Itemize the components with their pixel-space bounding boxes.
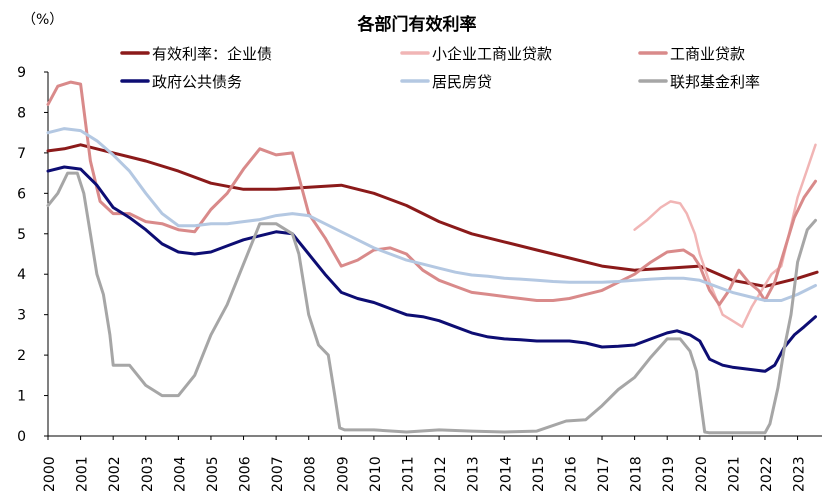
series-line-5 xyxy=(46,171,817,435)
x-tick-label: 2014 xyxy=(498,456,514,492)
legend-label: 有效利率：企业债 xyxy=(152,45,272,63)
x-tick-label: 2001 xyxy=(75,456,91,492)
series-line-4 xyxy=(46,127,817,302)
x-tick-label: 2004 xyxy=(172,456,188,492)
legend-label: 政府公共债务 xyxy=(152,73,242,91)
y-tick-label: 0 xyxy=(17,429,26,445)
y-tick-label: 6 xyxy=(17,186,26,202)
x-tick-label: 2022 xyxy=(759,456,775,492)
x-tick-label: 2003 xyxy=(140,456,156,492)
chart-title: 各部门有效利率 xyxy=(357,14,477,35)
x-tick-label: 2019 xyxy=(661,456,677,492)
x-tick-label: 2008 xyxy=(303,456,319,492)
y-tick-label: 7 xyxy=(17,146,26,162)
x-tick-label: 2018 xyxy=(629,456,645,492)
y-tick-label: 2 xyxy=(17,348,26,364)
series-line-0 xyxy=(46,143,819,288)
series-line-2 xyxy=(46,80,817,307)
series-line-3 xyxy=(46,165,817,373)
x-tick-label: 2015 xyxy=(531,456,547,492)
y-tick-label: 5 xyxy=(17,227,26,243)
x-tick-label: 2016 xyxy=(563,456,579,492)
x-tick-label: 2000 xyxy=(42,456,58,492)
x-tick-label: 2012 xyxy=(433,456,449,492)
x-tick-label: 2017 xyxy=(596,456,612,492)
x-tick-label: 2011 xyxy=(400,456,416,492)
x-tick-label: 2007 xyxy=(270,456,286,492)
x-tick-label: 2023 xyxy=(792,456,808,492)
unit-label: （%） xyxy=(22,12,63,28)
x-tick-label: 2010 xyxy=(368,456,384,492)
legend-label: 小企业工商业贷款 xyxy=(432,45,552,63)
x-tick-label: 2021 xyxy=(726,456,742,492)
x-tick-label: 2013 xyxy=(466,456,482,492)
x-tick-label: 2020 xyxy=(694,456,710,492)
series-lines xyxy=(46,80,819,435)
x-tick-label: 2002 xyxy=(107,456,123,492)
x-tick-label: 2009 xyxy=(335,456,351,492)
axis-ticks: 0 1 2 3 4 5 6 7 8 9 2000 2001 2002 2003 2004 2005 2006 20… xyxy=(17,65,807,492)
x-tick-label: 2006 xyxy=(238,456,254,492)
legend-label: 联邦基金利率 xyxy=(670,73,760,91)
legend-label: 工商业贷款 xyxy=(670,45,745,63)
y-tick-label: 4 xyxy=(17,267,26,283)
y-tick-label: 9 xyxy=(17,65,26,81)
x-tick-label: 2005 xyxy=(205,456,221,492)
y-tick-label: 1 xyxy=(17,389,26,405)
y-tick-label: 3 xyxy=(17,308,26,324)
legend-label: 居民房贷 xyxy=(432,73,492,91)
y-tick-label: 8 xyxy=(17,105,26,121)
